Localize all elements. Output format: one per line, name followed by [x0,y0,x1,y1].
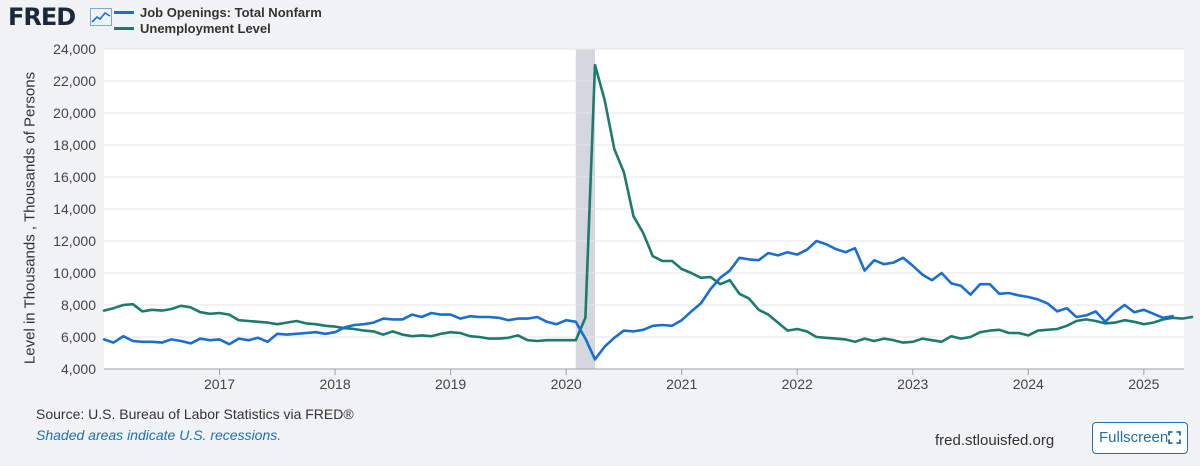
fred-logo[interactable]: FRED [8,3,76,31]
site-url[interactable]: fred.stlouisfed.org [935,432,1055,449]
line-chart-icon [90,8,112,26]
y-tick-label: 16,000 [53,169,96,185]
legend-item-job-openings[interactable]: Job Openings: Total Nonfarm [114,5,322,21]
axis-layer: 4,000 6,000 8,000 10,000 12,000 14,000 16,000 1… [53,41,1184,392]
legend: Job Openings: Total Nonfarm Unemployment… [114,5,322,37]
y-tick-label: 20,000 [53,105,96,121]
legend-label-job-openings: Job Openings: Total Nonfarm [140,5,322,20]
y-tick-label: 10,000 [53,265,96,281]
fullscreen-button[interactable]: Fullscreen [1092,422,1188,454]
y-tick-label: 8,000 [61,297,96,313]
y-tick-label: 4,000 [61,361,96,377]
legend-swatch-job-openings [114,11,134,15]
legend-label-unemployment: Unemployment Level [140,21,271,36]
y-axis-title: Level in Thousands , Thousands of Person… [21,71,39,365]
series-layer [102,63,1194,361]
series-line-unemployment [102,63,1194,344]
series-line-job-openings [102,239,1174,361]
x-tick-label: 2025 [1128,376,1159,392]
x-tick-label: 2024 [1013,376,1044,392]
legend-swatch-unemployment [114,27,134,31]
recession-note: Shaded areas indicate U.S. recessions. [36,427,282,443]
y-tick-label: 12,000 [53,233,96,249]
x-tick-label: 2022 [782,376,813,392]
fullscreen-icon [1168,431,1181,444]
x-tick-label: 2023 [897,376,928,392]
x-tick-label: 2020 [551,376,582,392]
y-tick-label: 6,000 [61,329,96,345]
source-note: Source: U.S. Bureau of Labor Statistics … [36,406,354,422]
x-tick-label: 2017 [204,376,235,392]
y-tick-label: 24,000 [53,41,96,57]
x-tick-label: 2018 [319,376,350,392]
legend-item-unemployment[interactable]: Unemployment Level [114,21,322,37]
x-tick-label: 2021 [666,376,697,392]
y-tick-label: 18,000 [53,137,96,153]
fullscreen-label: Fullscreen [1099,429,1169,446]
x-tick-label: 2019 [435,376,466,392]
y-tick-label: 14,000 [53,201,96,217]
y-tick-label: 22,000 [53,73,96,89]
